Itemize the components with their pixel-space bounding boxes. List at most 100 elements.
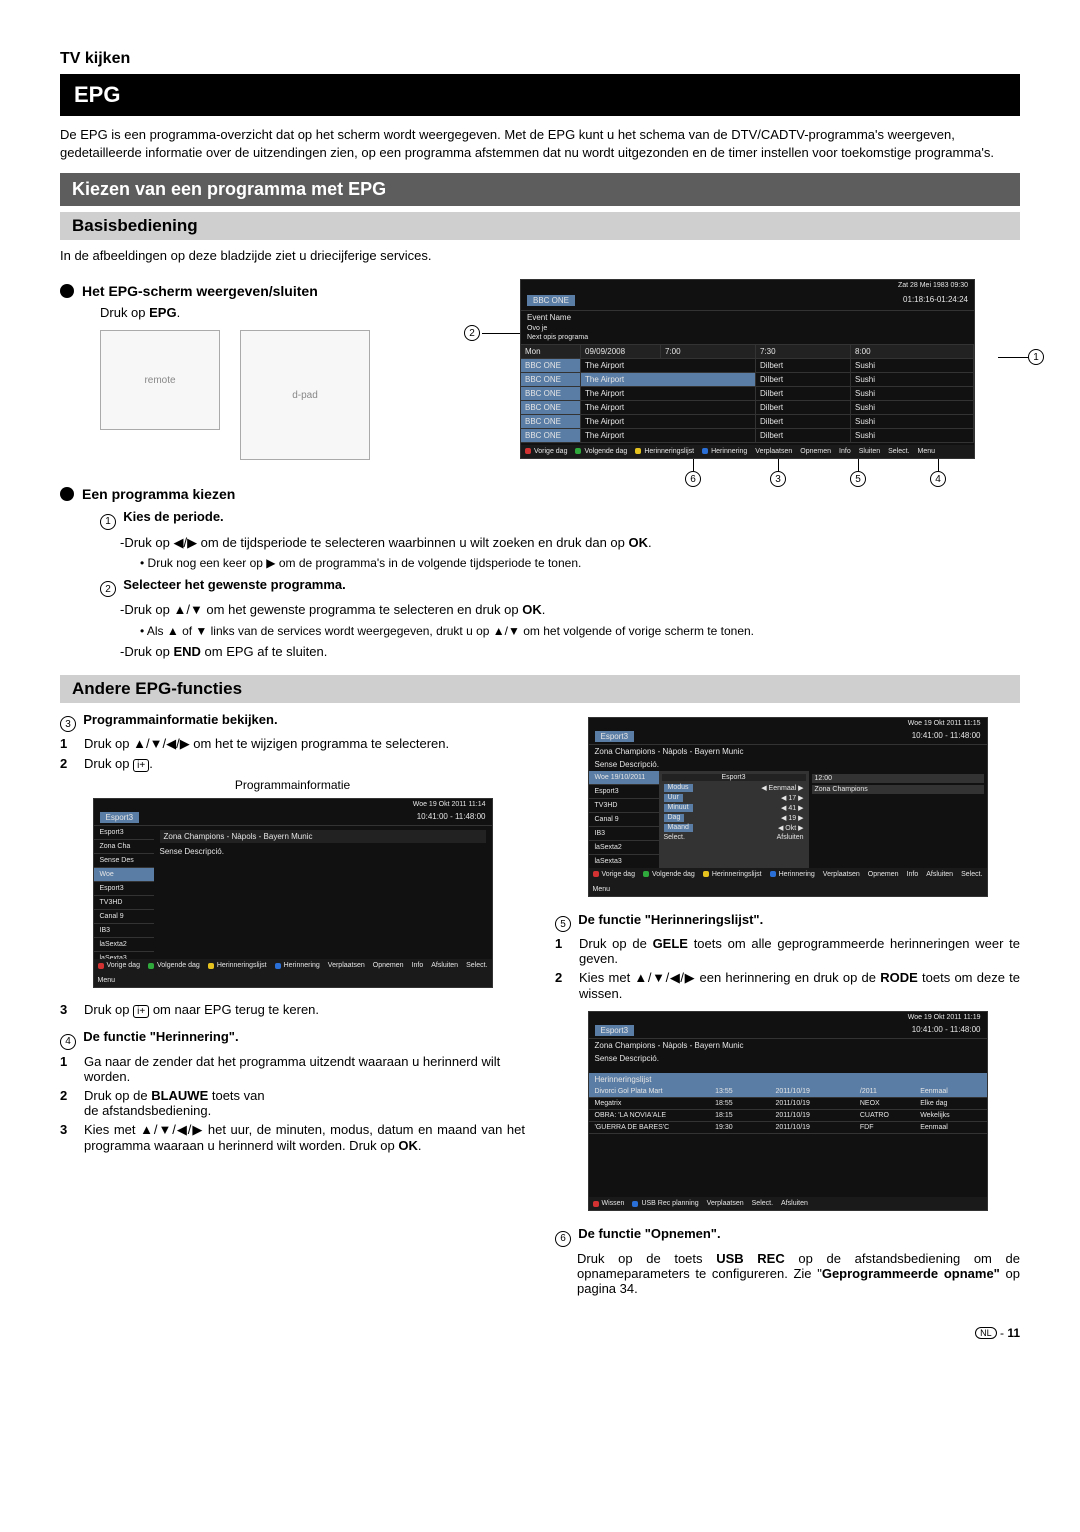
t: Woe	[595, 774, 609, 781]
callout-5: 5	[850, 471, 866, 487]
t: Info	[412, 962, 424, 969]
page-footer: NL - 11	[60, 1326, 1020, 1340]
t: Verplaatsen	[707, 1200, 744, 1207]
epg-footer: Vorige dag Volgende dag Herinneringslijs…	[521, 445, 974, 458]
screen-c: Woe 19 Okt 2011 11:19 Esport310:41:00 - …	[588, 1011, 988, 1211]
t: om EPG af te sluiten.	[201, 644, 327, 659]
epg-date: Zat 28 Mei 1983 09:30	[521, 280, 974, 291]
step1: 1 Kies de periode.	[100, 508, 1020, 530]
line	[778, 459, 779, 471]
t: Uur	[664, 794, 683, 802]
t: Kies met ▲/▼/◀/▶ het uur, de minuten, mo…	[84, 1122, 525, 1153]
t: Okt	[785, 825, 796, 832]
t: Zona Champions - Nàpols - Bayern Munic	[160, 830, 486, 843]
t: RODE	[880, 970, 918, 985]
n2: 2	[60, 1088, 74, 1103]
t: Info	[839, 448, 851, 455]
f6-text: Druk op de toets USB REC op de afstandsb…	[577, 1251, 1020, 1296]
callout-1: 1	[1028, 349, 1044, 365]
line	[693, 459, 694, 471]
sc-footer: Wissen USB Rec planning Verplaatsen Sele…	[589, 1197, 987, 1210]
t: 19	[788, 815, 796, 822]
sa-footer: Vorige dag Volgende dag Herinneringslijs…	[94, 959, 492, 987]
t: Herinnering	[711, 448, 747, 455]
t: Menu	[918, 448, 936, 455]
remote-right-image: d-pad	[240, 330, 370, 460]
epg-event: Event Name	[521, 311, 974, 324]
t: Minuut	[664, 804, 693, 812]
t: Select.	[961, 871, 982, 878]
t: Druk op de BLAUWE toets van de afstandsb…	[84, 1088, 265, 1118]
t: Ovo je	[521, 324, 974, 333]
t: 10:41:00 - 11:48:00	[912, 731, 981, 742]
t: Kies met ▲/▼/◀/▶ een herinnering en druk…	[579, 970, 880, 985]
lang-badge: NL	[975, 1327, 997, 1339]
c: 8:00	[851, 345, 974, 358]
t: Sluiten	[859, 448, 880, 455]
t: END	[173, 644, 200, 659]
page-title-banner: EPG	[60, 74, 1020, 116]
t: Druk op	[100, 305, 149, 320]
t: -Druk op	[120, 644, 173, 659]
n3: 3	[60, 1002, 74, 1017]
t: Eenmaal	[769, 785, 797, 792]
sb-footer: Vorige dag Volgende dag Herinneringslijs…	[589, 868, 987, 896]
t: Druk op i+ om naar EPG terug te keren.	[84, 1002, 319, 1018]
t: Herinnering	[284, 962, 320, 969]
screen-b: Woe 19 Okt 2011 11:15 Esport310:41:00 - …	[588, 717, 988, 897]
t: Modus	[664, 784, 693, 792]
intro-text: De EPG is een programma-overzicht dat op…	[60, 126, 1020, 161]
f5-head: 5 De functie "Herinneringslijst".	[555, 911, 1020, 933]
t: toets van	[208, 1088, 264, 1103]
t: Next opis programa	[521, 333, 974, 345]
t: Druk op de	[84, 1088, 151, 1103]
t: Opnemen	[868, 871, 899, 878]
t: om naar EPG terug te keren.	[149, 1002, 319, 1017]
sub2-title: Een programma kiezen	[82, 486, 235, 502]
t: Druk op	[84, 756, 133, 771]
basis-text: In de afbeeldingen op deze bladzijde zie…	[60, 248, 1020, 263]
t: De functie "Herinnering".	[83, 1029, 238, 1044]
t: Afsluiten	[926, 871, 953, 878]
caption: Programmainformatie	[60, 778, 525, 792]
n1: 1	[555, 936, 569, 951]
t: Woe 19 Okt 2011 11:19	[589, 1012, 987, 1023]
epg-screenshot: Zat 28 Mei 1983 09:30 BBC ONE 01:18:16-0…	[520, 279, 975, 459]
t: Herinneringslijst	[217, 962, 267, 969]
sub1-text: Druk op EPG.	[100, 305, 460, 320]
t: Zona Champions - Nàpols - Bayern Munic	[589, 745, 987, 758]
circled-2-icon: 2	[100, 581, 116, 597]
t: -	[997, 1326, 1008, 1340]
t: Verplaatsen	[755, 448, 792, 455]
t: Maand	[664, 824, 693, 832]
f3-head: 3 Programmainformatie bekijken.	[60, 711, 525, 733]
t: Herinneringslijst	[644, 448, 694, 455]
circled-5-icon: 5	[555, 916, 571, 932]
t: Volgende dag	[157, 962, 200, 969]
t: OK	[629, 535, 649, 550]
t: de afstandsbediening.	[84, 1103, 211, 1118]
t: Select.	[664, 834, 685, 841]
t: .	[177, 305, 181, 320]
t: Wissen	[602, 1200, 625, 1207]
callout-6: 6	[685, 471, 701, 487]
t: OK	[522, 602, 542, 617]
n1: 1	[60, 736, 74, 751]
circled-3-icon: 3	[60, 716, 76, 732]
t: Programmainformatie bekijken.	[83, 712, 277, 727]
section-label: TV kijken	[60, 50, 1020, 68]
t: Volgende dag	[584, 448, 627, 455]
t: Dag	[664, 814, 685, 822]
callout-4: 4	[930, 471, 946, 487]
callout-3: 3	[770, 471, 786, 487]
callout-2: 2	[464, 325, 480, 341]
line	[998, 357, 1028, 358]
t: -Druk op ▲/▼ om het gewenste programma t…	[120, 602, 522, 617]
t: Druk nog een keer op ▶ om de programma's…	[148, 556, 582, 570]
t: Kies met ▲/▼/◀/▶ een herinnering en druk…	[579, 970, 1020, 1001]
t: Geprogrammeerde opname"	[822, 1266, 1000, 1281]
c: Mon	[521, 345, 581, 358]
t: Menu	[593, 886, 611, 893]
t: Sense Descripció.	[589, 1052, 987, 1073]
page-number: 11	[1007, 1326, 1020, 1340]
